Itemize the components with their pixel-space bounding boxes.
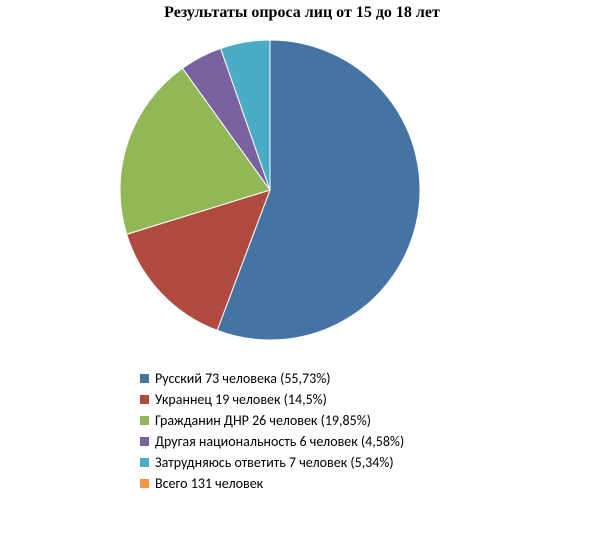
- legend-item-1: Украннец 19 человек (14,5%): [140, 391, 404, 408]
- legend-marker-5: [140, 479, 149, 488]
- pie-chart: [120, 40, 420, 340]
- legend-item-3: Другая национальность 6 человек (4,58%): [140, 433, 404, 450]
- chart-title: Результаты опроса лиц от 15 до 18 лет: [0, 4, 604, 22]
- legend: Русский 73 человека (55,73%) Украннец 19 …: [140, 370, 404, 496]
- legend-label-3: Другая национальность 6 человек (4,58%): [155, 433, 404, 450]
- legend-label-0: Русский 73 человека (55,73%): [155, 370, 330, 387]
- legend-marker-4: [140, 458, 149, 467]
- legend-item-4: Затрудняюсь ответить 7 человек (5,34%): [140, 454, 404, 471]
- legend-item-5: Всего 131 человек: [140, 475, 404, 492]
- legend-label-4: Затрудняюсь ответить 7 человек (5,34%): [155, 454, 394, 471]
- legend-marker-1: [140, 395, 149, 404]
- legend-label-2: Гражданин ДНР 26 человек (19,85%): [155, 412, 371, 429]
- legend-marker-0: [140, 374, 149, 383]
- legend-marker-2: [140, 416, 149, 425]
- legend-item-2: Гражданин ДНР 26 человек (19,85%): [140, 412, 404, 429]
- legend-label-5: Всего 131 человек: [155, 475, 263, 492]
- legend-marker-3: [140, 437, 149, 446]
- legend-label-1: Украннец 19 человек (14,5%): [155, 391, 327, 408]
- legend-item-0: Русский 73 человека (55,73%): [140, 370, 404, 387]
- chart-container: Результаты опроса лиц от 15 до 18 лет Ру…: [0, 0, 604, 534]
